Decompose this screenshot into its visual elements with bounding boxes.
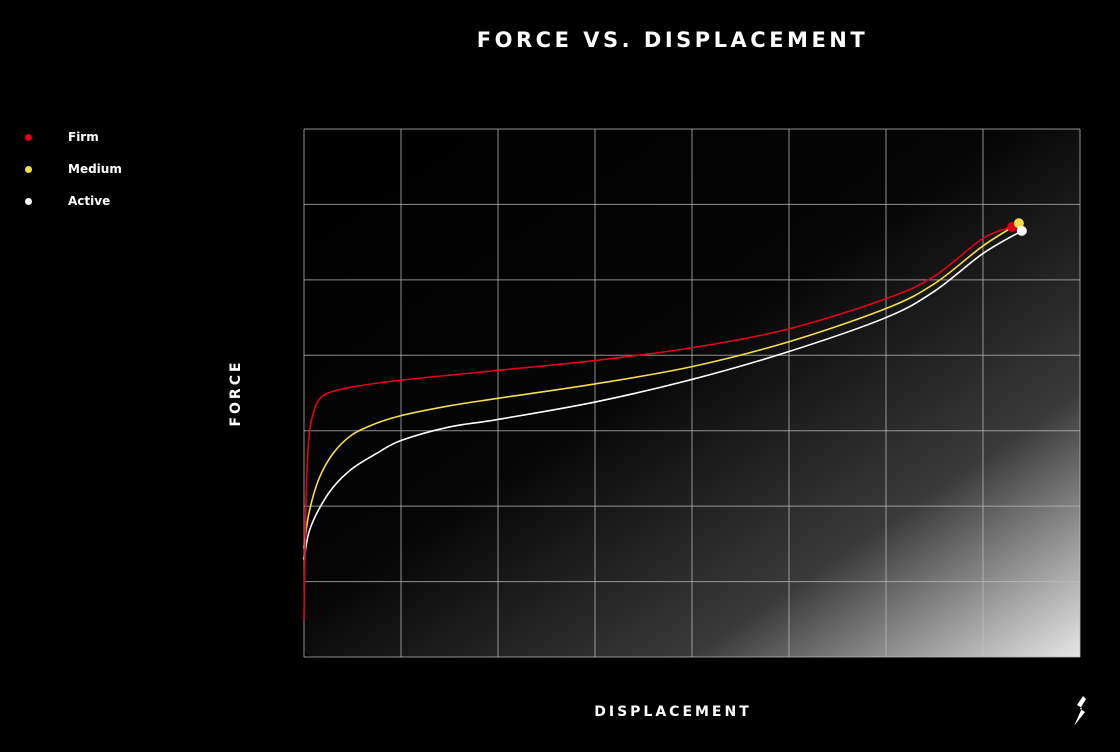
x-axis-label: DISPLACEMENT: [594, 704, 752, 720]
legend-label-medium: Medium: [68, 162, 122, 176]
series-line-active: [303, 230, 1023, 560]
legend-swatch-firm: [25, 133, 32, 141]
legend-item-medium: Medium: [22, 153, 122, 185]
end-marker-active: [1016, 225, 1027, 236]
legend-swatch-active: [25, 197, 32, 205]
legend-label-active: Active: [68, 194, 111, 208]
chart-title: FORCE VS. DISPLACEMENT: [476, 28, 869, 52]
legend-swatch-medium: [25, 165, 32, 173]
legend-item-active: Active: [22, 185, 122, 217]
series-line-medium: [303, 222, 1020, 549]
series-end-markers: [1007, 218, 1027, 236]
brand-logo-icon: [1074, 696, 1086, 726]
end-marker-medium: [1013, 218, 1024, 229]
series-line-firm: [303, 226, 1013, 621]
series-lines: [303, 222, 1023, 621]
legend-item-firm: Firm: [22, 121, 122, 153]
legend-label-firm: Firm: [68, 130, 99, 144]
legend: Firm Medium Active: [22, 121, 122, 217]
